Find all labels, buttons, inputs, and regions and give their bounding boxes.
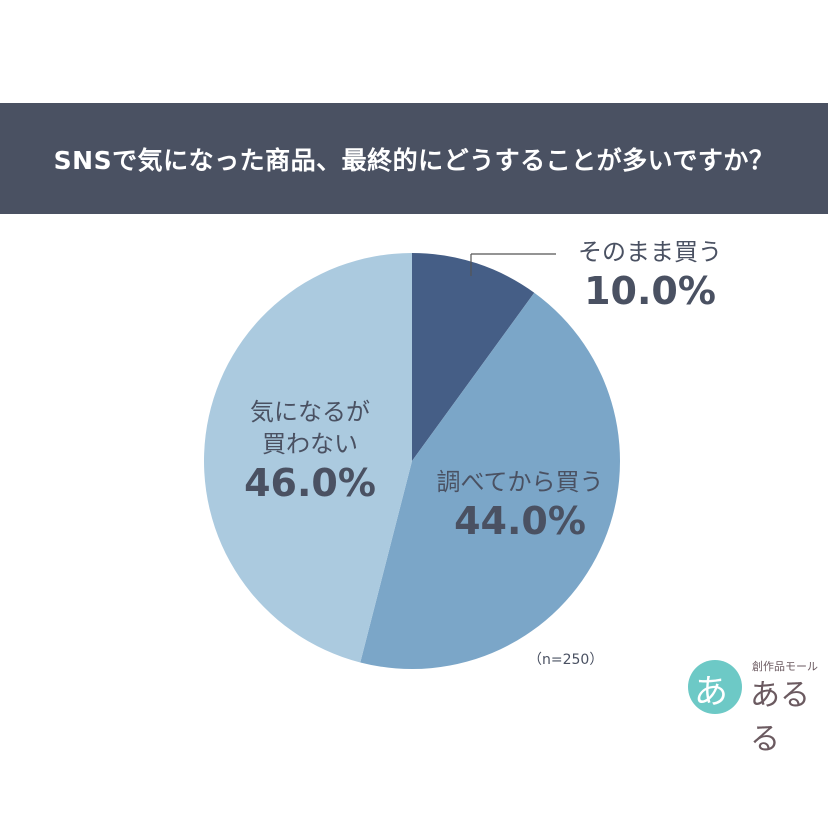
slice-label-name: 調べてから買う (436, 468, 604, 496)
slice-label-2: 気になるが 買わない 46.0% (220, 396, 400, 506)
logo-wordmark: あるる (750, 678, 810, 757)
slice-label-1: 調べてから買う 44.0% (420, 466, 620, 544)
slice-label-name: 気になるが 買わない (250, 398, 370, 458)
slice-label-name: そのまま買う (578, 238, 722, 266)
pie-slice-2 (203, 253, 412, 663)
slice-label-0: そのまま買う 10.0% (560, 236, 740, 314)
logo-subtitle: 創作品モール (752, 660, 818, 673)
slice-label-pct: 46.0% (244, 461, 376, 505)
slice-label-pct: 44.0% (454, 499, 586, 543)
logo-circle (688, 660, 742, 714)
sample-size-note: （n=250） (528, 652, 604, 668)
chart-title: SNSで気になった商品、最終的にどうすることが多いですか？ (53, 145, 775, 175)
brand-logo: あ 創作品モール あるる (688, 654, 818, 757)
slice-label-pct: 10.0% (584, 269, 716, 313)
pie-slice-1 (360, 292, 620, 669)
title-band: SNSで気になった商品、最終的にどうすることが多いですか？ (0, 103, 828, 214)
logo-glyph: あ (694, 672, 728, 712)
pie-slice-0 (412, 253, 535, 461)
